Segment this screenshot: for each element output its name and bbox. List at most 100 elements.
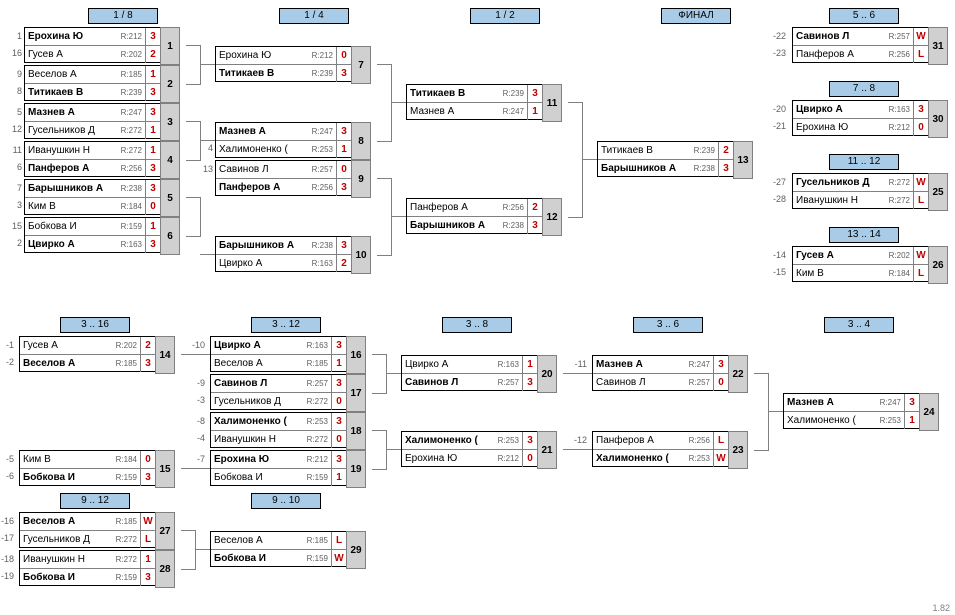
match-box: Иванушкин НR:2721Бобкова ИR:1593 [19,550,156,586]
match-number: 1 [160,27,180,65]
player-name: Ерохина Ю [216,50,312,61]
player-name: Титикаев В [598,145,694,156]
player-rating: R:247 [689,360,713,369]
player-rating: R:159 [307,554,331,563]
match-box: Гусельников ДR:272WИванушкин НR:272L [792,173,929,209]
player-row: Панферов АR:2562 [407,199,542,217]
stage-header: 3 .. 12 [251,317,321,333]
player-row: Бобкова ИR:159W [211,550,346,567]
player-row: Цвирко АR:1633 [25,236,160,253]
seed-number: 12 [6,124,22,134]
seed-number: -5 [0,454,14,464]
player-rating: R:238 [312,241,336,250]
seed-number: -20 [770,104,786,114]
player-rating: R:212 [498,454,522,463]
match-number: 3 [160,103,180,141]
player-score: 3 [331,451,346,468]
player-rating: R:247 [880,398,904,407]
player-name: Мазнев А [784,397,880,408]
seed-number: -15 [770,267,786,277]
player-name: Гусельников Д [793,177,889,188]
player-score: 3 [331,375,346,392]
match-box: Ерохина ЮR:2120Титикаев ВR:2393 [215,46,352,82]
stage-header: 7 .. 8 [829,81,899,97]
bracket-connector [181,468,210,470]
match-box: Титикаев ВR:2393Мазнев АR:2471 [406,84,543,120]
player-score: 3 [145,160,160,177]
match-number: 16 [346,336,366,374]
player-rating: R:163 [889,105,913,114]
player-row: Веселов АR:1851 [211,355,346,372]
match-box: Мазнев АR:2473Халимоненко (R:2531 [215,122,352,158]
player-score: 3 [913,101,928,118]
seed-number: 2 [6,238,22,248]
player-name: Барышников А [407,220,503,231]
match-box: Панферов АR:2562Барышников АR:2383 [406,198,543,234]
match-box: Иванушкин НR:2721Панферов АR:2563 [24,141,161,177]
match-box: Мазнев АR:2473Савинов ЛR:2570 [592,355,729,391]
seed-number: -9 [189,378,205,388]
player-score: L [331,532,346,549]
player-name: Титикаев В [407,88,503,99]
player-row: Ким ВR:184L [793,265,928,282]
player-name: Бобкова И [211,553,307,564]
player-name: Ким В [25,201,121,212]
player-rating: R:272 [889,178,913,187]
seed-number: 16 [6,48,22,58]
version-label: 1.82 [932,603,950,613]
player-row: Бобкова ИR:1593 [20,469,155,486]
seed-number: 7 [6,183,22,193]
player-row: Бобкова ИR:1591 [211,469,346,486]
player-score: 2 [718,142,733,159]
match-number: 22 [728,355,748,393]
player-row: Титикаев ВR:2393 [25,84,160,101]
seed-number: -21 [770,121,786,131]
player-rating: R:238 [121,184,145,193]
player-score: W [140,513,155,530]
player-row: Гусельников ДR:272L [20,531,155,548]
player-rating: R:159 [116,473,140,482]
player-name: Бобкова И [20,472,116,483]
player-name: Барышников А [598,163,694,174]
stage-header: 11 .. 12 [829,154,899,170]
player-rating: R:253 [307,417,331,426]
player-rating: R:202 [116,341,140,350]
player-rating: R:185 [121,70,145,79]
player-row: Барышников АR:2383 [216,237,351,255]
player-score: 0 [913,119,928,136]
player-row: Барышников АR:2383 [407,217,542,234]
match-number: 10 [351,236,371,274]
player-name: Панферов А [407,202,503,213]
player-row: Савинов ЛR:257W [793,28,928,46]
player-row: Панферов АR:256L [793,46,928,63]
player-score: 3 [145,104,160,121]
player-rating: R:272 [307,397,331,406]
stage-header: 1 / 2 [470,8,540,24]
player-rating: R:212 [889,123,913,132]
player-score: 3 [140,469,155,486]
seed-number: -1 [0,340,14,350]
player-rating: R:256 [503,203,527,212]
player-name: Халимоненко ( [593,453,689,464]
match-box: Барышников АR:2383Цвирко АR:1632 [215,236,352,272]
player-row: Халимоненко (R:2533 [211,413,346,431]
player-name: Ерохина Ю [25,31,121,42]
match-box: Савинов ЛR:2573Гусельников ДR:2720 [210,374,347,410]
match-box: Цвирко АR:1631Савинов ЛR:2573 [401,355,538,391]
player-name: Гусев А [20,340,116,351]
bracket-connector [181,354,210,356]
player-score: L [713,432,728,449]
match-box: Веселов АR:1851Титикаев ВR:2393 [24,65,161,101]
player-rating: R:239 [312,69,336,78]
player-name: Гусельников Д [211,396,307,407]
player-score: 1 [522,356,537,373]
seed-number: -14 [770,250,786,260]
player-rating: R:272 [116,535,140,544]
player-score: L [913,46,928,63]
player-score: 3 [140,569,155,586]
bracket-connector [186,121,201,161]
player-rating: R:163 [121,240,145,249]
player-rating: R:185 [307,359,331,368]
player-row: Панферов АR:2563 [25,160,160,177]
player-row: Веселов АR:1851 [25,66,160,84]
